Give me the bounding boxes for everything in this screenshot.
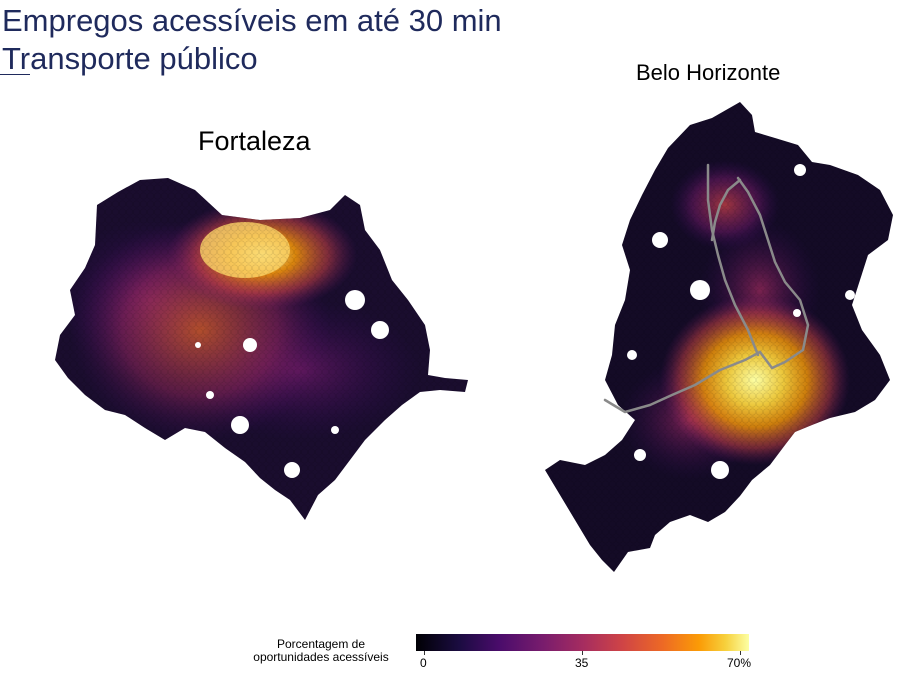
bh-hex-grid bbox=[545, 102, 893, 572]
slide-title: Empregos acessíveis em até 30 min Transp… bbox=[2, 2, 502, 78]
fortaleza-hex-grid bbox=[55, 178, 468, 520]
title-underline bbox=[0, 74, 30, 75]
map-fortaleza bbox=[55, 178, 468, 520]
legend-title-line-2: oportunidades acessíveis bbox=[253, 650, 389, 664]
fortaleza-gap bbox=[284, 462, 300, 478]
bh-rail-line-branch bbox=[710, 178, 742, 242]
title-line-2: Transporte público bbox=[2, 41, 258, 76]
fortaleza-gap bbox=[206, 391, 214, 399]
legend-tick-70 bbox=[740, 651, 741, 655]
bh-rail-line-center bbox=[706, 163, 760, 357]
bh-gap bbox=[627, 350, 637, 360]
legend-title-line-1: Porcentagem de bbox=[276, 637, 366, 651]
bh-rail-line-west bbox=[603, 350, 762, 414]
map-label-fortaleza: Fortaleza bbox=[198, 126, 311, 156]
map-label-belo-horizonte: Belo Horizonte bbox=[636, 60, 781, 85]
bh-gap bbox=[793, 309, 801, 317]
bh-gap bbox=[794, 164, 806, 176]
fortaleza-gap bbox=[331, 426, 339, 434]
legend-tick-0 bbox=[424, 651, 425, 655]
fortaleza-gap bbox=[371, 321, 389, 339]
map-belo-horizonte bbox=[545, 102, 893, 572]
legend-tick-label-70: 70% bbox=[727, 656, 752, 670]
bh-gap bbox=[711, 461, 729, 479]
fortaleza-gap bbox=[195, 342, 201, 348]
fortaleza-gap bbox=[243, 338, 257, 352]
legend-title: Porcentagem de oportunidades acessíveis bbox=[246, 638, 396, 664]
bh-rail-lines bbox=[603, 163, 810, 414]
title-line-1: Empregos acessíveis em até 30 min bbox=[2, 3, 502, 38]
bh-gap bbox=[634, 449, 646, 461]
bh-gap bbox=[690, 280, 710, 300]
fortaleza-gap bbox=[345, 290, 365, 310]
legend-color-bar bbox=[416, 634, 749, 651]
fortaleza-gap bbox=[231, 416, 249, 434]
bh-gap bbox=[652, 232, 668, 248]
legend-tick-label-35: 35 bbox=[575, 656, 589, 670]
bh-gap bbox=[845, 290, 855, 300]
legend-tick-35 bbox=[582, 651, 583, 655]
legend-tick-label-0: 0 bbox=[420, 656, 427, 670]
bh-rail-line-north bbox=[736, 176, 810, 370]
